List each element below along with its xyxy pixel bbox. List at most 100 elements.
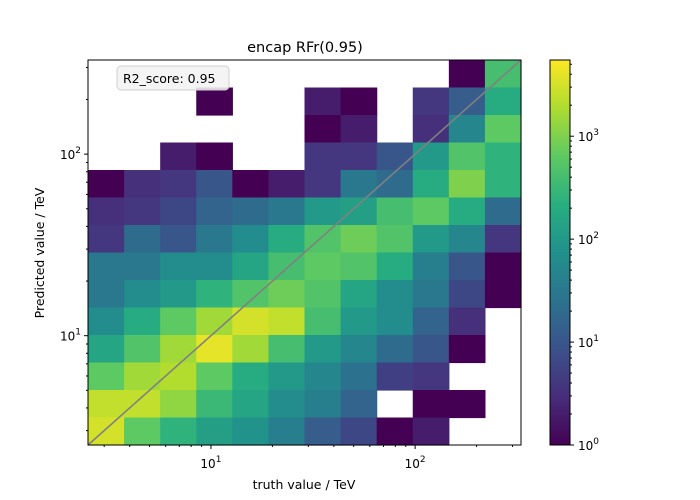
heatmap-cell xyxy=(304,142,342,171)
heatmap-cell xyxy=(196,170,233,199)
heatmap-cell xyxy=(304,87,342,116)
heatmap-cell xyxy=(304,335,342,364)
heatmap-cell xyxy=(448,142,486,171)
heatmap-cell xyxy=(88,225,125,254)
heatmap-cell xyxy=(160,417,197,446)
heatmap-cell xyxy=(160,362,197,391)
heatmap-cell xyxy=(268,390,306,419)
heatmap-cell xyxy=(124,197,161,226)
heatmap-cell xyxy=(376,335,414,364)
heatmap-cell xyxy=(340,252,378,281)
heatmap-cell xyxy=(268,197,306,226)
heatmap-cell xyxy=(412,225,450,254)
heatmap-cell xyxy=(160,390,197,419)
x-tick-label: 101 xyxy=(200,455,221,471)
heatmap-cell xyxy=(160,197,197,226)
heatmap-cell xyxy=(232,335,270,364)
heatmap-cell xyxy=(124,307,161,336)
heatmap-cell xyxy=(124,280,161,309)
heatmap-cell xyxy=(304,417,342,446)
heatmap-cell xyxy=(304,225,342,254)
heatmap-cell xyxy=(412,362,450,391)
heatmap-cell xyxy=(448,170,486,199)
heatmap-cell xyxy=(412,197,450,226)
heatmap-cell xyxy=(268,417,306,446)
heatmap-cell xyxy=(448,252,486,281)
heatmap-cell xyxy=(448,87,486,116)
heatmap-cell xyxy=(484,115,522,144)
heatmap-cell xyxy=(196,417,233,446)
heatmap-cell xyxy=(88,170,125,199)
annotation-box xyxy=(116,65,230,91)
heatmap-cell xyxy=(448,225,486,254)
y-tick-label: 101 xyxy=(60,328,81,344)
heatmap-cell xyxy=(412,87,450,116)
heatmap-cell xyxy=(88,417,125,446)
colorbar-tick-label: 100 xyxy=(578,437,599,453)
heatmap-cell xyxy=(232,362,270,391)
heatmap-cell xyxy=(412,142,450,171)
heatmap-cell xyxy=(376,362,414,391)
heatmap-cell xyxy=(376,307,414,336)
heatmap-cell xyxy=(160,170,197,199)
heatmap-cell xyxy=(376,252,414,281)
heatmap-cell xyxy=(232,197,270,226)
heatmap-cell xyxy=(124,335,161,364)
heatmap-cell xyxy=(124,252,161,281)
heatmap-cell xyxy=(340,362,378,391)
heatmap-cell xyxy=(304,115,342,144)
heatmap-cell xyxy=(196,197,233,226)
heatmap-cell xyxy=(124,362,161,391)
heatmap-cell xyxy=(412,280,450,309)
heatmap-cell xyxy=(124,225,161,254)
heatmap-cell xyxy=(340,115,378,144)
heatmap-cell xyxy=(340,335,378,364)
heatmap-cell xyxy=(196,390,233,419)
heatmap-cell xyxy=(268,225,306,254)
heatmap-cell xyxy=(196,280,233,309)
heatmap-cell xyxy=(160,142,197,171)
heatmap-cell xyxy=(232,417,270,446)
heatmap-cell xyxy=(376,225,414,254)
heatmap-cell xyxy=(340,170,378,199)
diagonal-line xyxy=(87,59,522,446)
heatmap-cell xyxy=(304,252,342,281)
heatmap-cell xyxy=(88,362,125,391)
heatmap-cell xyxy=(340,390,378,419)
heatmap-cell xyxy=(340,197,378,226)
heatmap-cell xyxy=(232,225,270,254)
heatmap-cell xyxy=(304,170,342,199)
colorbar-tick-label: 102 xyxy=(578,231,599,247)
heatmap-cell xyxy=(448,60,486,89)
x-axis-label: truth value / TeV xyxy=(253,477,356,492)
heatmap-cell xyxy=(484,280,522,309)
y-tick-label: 102 xyxy=(60,146,81,162)
heatmap-cell xyxy=(88,280,125,309)
heatmap-cell xyxy=(448,280,486,309)
heatmap-cell xyxy=(448,335,486,364)
heatmap-cell xyxy=(124,170,161,199)
heatmap-cell xyxy=(304,307,342,336)
heatmap-cell xyxy=(376,417,414,446)
heatmap-cell xyxy=(340,87,378,116)
heatmap-cell xyxy=(196,252,233,281)
heatmap-cell xyxy=(340,307,378,336)
heatmap-cells xyxy=(88,60,522,446)
heatmap-cell xyxy=(340,142,378,171)
heatmap-cell xyxy=(304,362,342,391)
heatmap-cell xyxy=(412,417,450,446)
colorbar: 100 101 102 103 xyxy=(549,59,599,453)
heatmap-cell xyxy=(484,142,522,171)
colorbar-tick-label: 101 xyxy=(578,334,599,350)
heatmap-cell xyxy=(232,280,270,309)
heatmap-cell xyxy=(412,252,450,281)
heatmap-cell xyxy=(484,87,522,116)
heatmap-cell xyxy=(124,390,161,419)
heatmap-cell xyxy=(376,280,414,309)
heatmap-cell xyxy=(160,225,197,254)
heatmap-cell xyxy=(88,335,125,364)
colorbar-tick-label: 103 xyxy=(578,128,599,144)
y-axis-label: Predicted value / TeV xyxy=(32,187,47,318)
heatmap-cell xyxy=(88,252,125,281)
